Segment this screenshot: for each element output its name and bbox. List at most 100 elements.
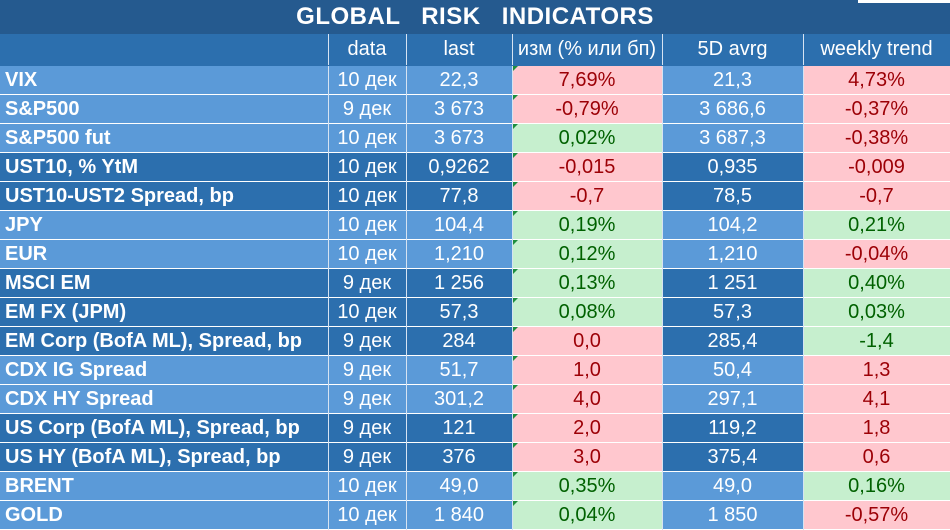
table-row: S&P500 9 дек 3 673 -0,79% 3 686,6 -0,37%	[0, 94, 950, 124]
indicator-name: JPY	[0, 210, 329, 240]
corner-strip	[858, 0, 950, 3]
date-cell: 10 дек	[328, 65, 407, 95]
indicator-name: EM FX (JPM)	[0, 297, 329, 327]
weekly-trend-cell: -0,009	[803, 152, 950, 182]
weekly-trend-cell: -0,57%	[803, 500, 950, 530]
date-cell: 9 дек	[328, 384, 407, 414]
five-day-avg-cell: 0,935	[662, 152, 804, 182]
five-day-avg-cell: 1 251	[662, 268, 804, 298]
change-cell: 0,02%	[512, 123, 663, 153]
last-value-cell: 0,9262	[406, 152, 513, 182]
weekly-trend-cell: -0,38%	[803, 123, 950, 153]
weekly-trend-cell: 1,3	[803, 355, 950, 385]
table-row: EM FX (JPM) 10 дек 57,3 0,08% 57,3 0,03%	[0, 297, 950, 327]
indicators-table: data last изм (% или бп) 5D avrg weekly …	[0, 34, 950, 530]
change-cell: 0,04%	[512, 500, 663, 530]
col-header-date: data	[328, 34, 407, 66]
indicator-name: US HY (BofA ML), Spread, bp	[0, 442, 329, 472]
date-cell: 9 дек	[328, 413, 407, 443]
change-cell: 0,35%	[512, 471, 663, 501]
weekly-trend-cell: -1,4	[803, 326, 950, 356]
change-cell: -0,7	[512, 181, 663, 211]
five-day-avg-cell: 3 686,6	[662, 94, 804, 124]
weekly-trend-cell: 0,03%	[803, 297, 950, 327]
indicator-name: GOLD	[0, 500, 329, 530]
last-value-cell: 121	[406, 413, 513, 443]
change-cell: 0,08%	[512, 297, 663, 327]
header-row: data last изм (% или бп) 5D avrg weekly …	[0, 34, 950, 66]
last-value-cell: 3 673	[406, 123, 513, 153]
weekly-trend-cell: 1,8	[803, 413, 950, 443]
five-day-avg-cell: 1,210	[662, 239, 804, 269]
col-header-last: last	[406, 34, 513, 66]
five-day-avg-cell: 78,5	[662, 181, 804, 211]
change-cell: 1,0	[512, 355, 663, 385]
date-cell: 9 дек	[328, 326, 407, 356]
change-cell: 0,19%	[512, 210, 663, 240]
five-day-avg-cell: 285,4	[662, 326, 804, 356]
weekly-trend-cell: -0,04%	[803, 239, 950, 269]
table-row: BRENT 10 дек 49,0 0,35% 49,0 0,16%	[0, 471, 950, 501]
date-cell: 10 дек	[328, 123, 407, 153]
indicator-name: S&P500	[0, 94, 329, 124]
change-cell: 4,0	[512, 384, 663, 414]
indicator-name: US Corp (BofA ML), Spread, bp	[0, 413, 329, 443]
indicator-name: UST10-UST2 Spread, bp	[0, 181, 329, 211]
date-cell: 9 дек	[328, 268, 407, 298]
five-day-avg-cell: 119,2	[662, 413, 804, 443]
table-row: UST10, % YtM 10 дек 0,9262 -0,015 0,935 -0,00…	[0, 152, 950, 182]
weekly-trend-cell: 4,1	[803, 384, 950, 414]
indicator-name: CDX HY Spread	[0, 384, 329, 414]
last-value-cell: 301,2	[406, 384, 513, 414]
indicator-name: EUR	[0, 239, 329, 269]
date-cell: 10 дек	[328, 471, 407, 501]
table-row: VIX 10 дек 22,3 7,69% 21,3 4,73%	[0, 65, 950, 95]
last-value-cell: 1 840	[406, 500, 513, 530]
last-value-cell: 77,8	[406, 181, 513, 211]
date-cell: 10 дек	[328, 210, 407, 240]
col-header-change: изм (% или бп)	[512, 34, 663, 66]
change-cell: -0,79%	[512, 94, 663, 124]
weekly-trend-cell: 4,73%	[803, 65, 950, 95]
date-cell: 9 дек	[328, 355, 407, 385]
date-cell: 10 дек	[328, 297, 407, 327]
five-day-avg-cell: 3 687,3	[662, 123, 804, 153]
table-row: UST10-UST2 Spread, bp 10 дек 77,8 -0,7 78,5-…	[0, 181, 950, 211]
table-row: GOLD 10 дек 1 840 0,04% 1 850 -0,57%	[0, 500, 950, 530]
page-title: GLOBAL RISK INDICATORS	[0, 0, 950, 34]
weekly-trend-cell: 0,16%	[803, 471, 950, 501]
last-value-cell: 3 673	[406, 94, 513, 124]
five-day-avg-cell: 104,2	[662, 210, 804, 240]
five-day-avg-cell: 57,3	[662, 297, 804, 327]
table-row: JPY 10 дек 104,4 0,19% 104,2 0,21%	[0, 210, 950, 240]
change-cell: 0,13%	[512, 268, 663, 298]
five-day-avg-cell: 297,1	[662, 384, 804, 414]
table-row: US HY (BofA ML), Spread, bp 9 дек 376 3,0 37…	[0, 442, 950, 472]
five-day-avg-cell: 49,0	[662, 471, 804, 501]
col-header-5d-avg: 5D avrg	[662, 34, 804, 66]
weekly-trend-cell: 0,21%	[803, 210, 950, 240]
last-value-cell: 22,3	[406, 65, 513, 95]
date-cell: 10 дек	[328, 500, 407, 530]
table-row: MSCI EM 9 дек 1 256 0,13% 1 251 0,40%	[0, 268, 950, 298]
table-row: EUR 10 дек 1,210 0,12% 1,210 -0,04%	[0, 239, 950, 269]
last-value-cell: 49,0	[406, 471, 513, 501]
table-body: VIX 10 дек 22,3 7,69% 21,3 4,73% S&P500 9 дек 3 …	[0, 65, 950, 530]
last-value-cell: 57,3	[406, 297, 513, 327]
date-cell: 10 дек	[328, 152, 407, 182]
table-row: CDX HY Spread 9 дек 301,2 4,0 297,1 4,1	[0, 384, 950, 414]
change-cell: 7,69%	[512, 65, 663, 95]
table-row: EM Corp (BofA ML), Spread, bp 9 дек 284 0,0…	[0, 326, 950, 356]
five-day-avg-cell: 375,4	[662, 442, 804, 472]
date-cell: 10 дек	[328, 181, 407, 211]
indicator-name: BRENT	[0, 471, 329, 501]
date-cell: 10 дек	[328, 239, 407, 269]
indicator-name: CDX IG Spread	[0, 355, 329, 385]
change-cell: 2,0	[512, 413, 663, 443]
last-value-cell: 104,4	[406, 210, 513, 240]
weekly-trend-cell: 0,40%	[803, 268, 950, 298]
weekly-trend-cell: -0,37%	[803, 94, 950, 124]
last-value-cell: 376	[406, 442, 513, 472]
indicator-name: MSCI EM	[0, 268, 329, 298]
last-value-cell: 1 256	[406, 268, 513, 298]
